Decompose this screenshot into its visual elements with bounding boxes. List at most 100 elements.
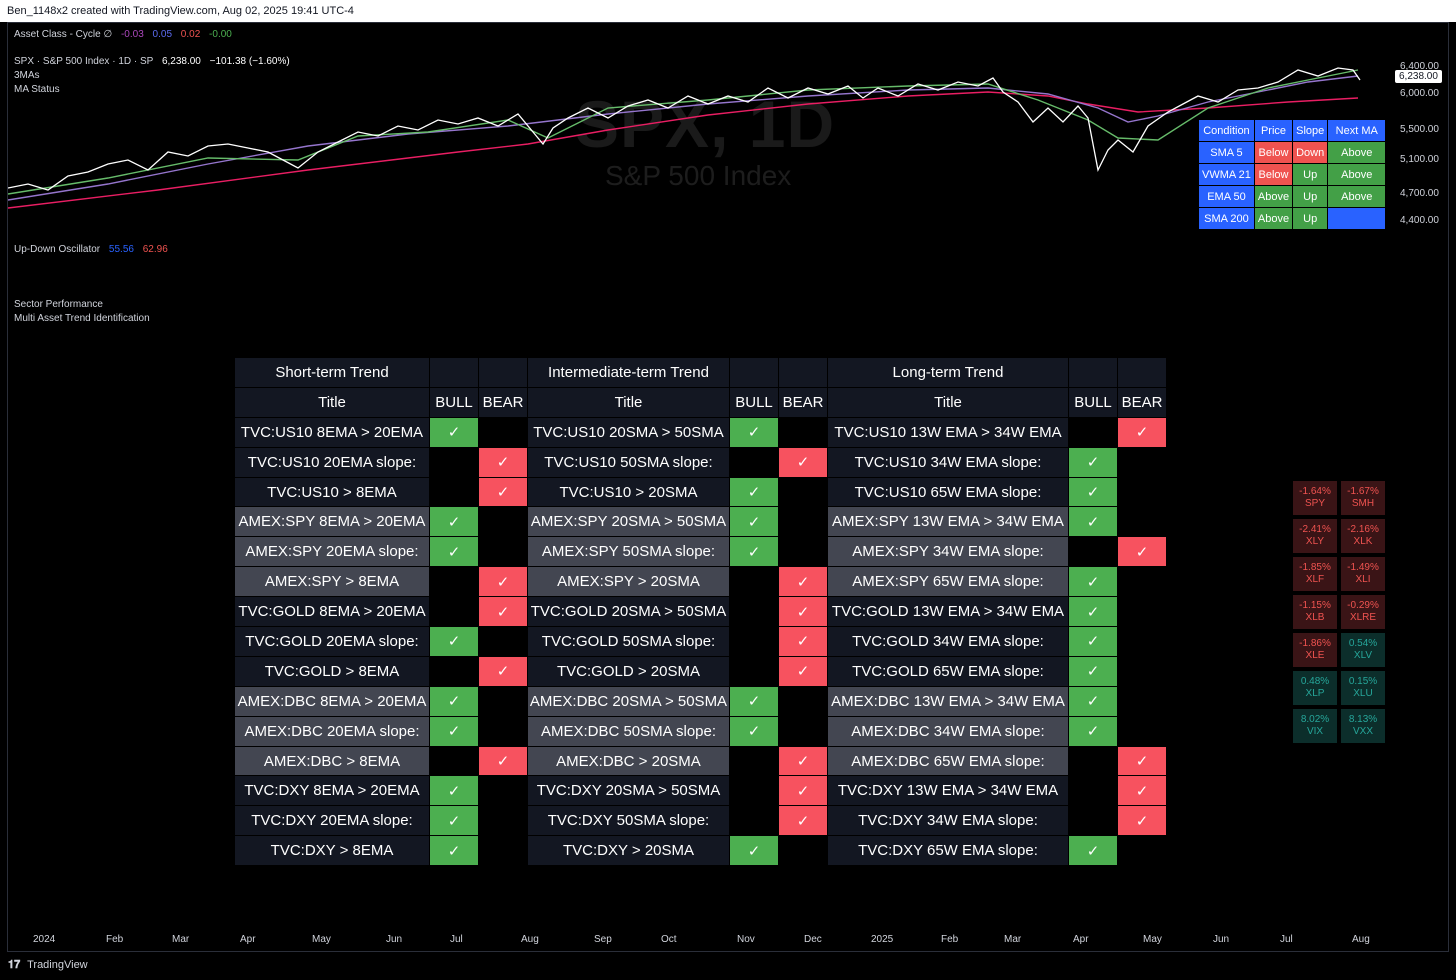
group-title-intermediate: Intermediate-term Trend <box>527 357 730 388</box>
trend-row: AMEX:SPY 20EMA slope: ✓ AMEX:SPY 50SMA slo… <box>234 536 1167 568</box>
trend-condition-title: AMEX:SPY 34W EMA slope: <box>827 536 1069 568</box>
tradingview-logo-icon: 𝟏𝟕 <box>8 959 21 971</box>
time-axis-label: Feb <box>941 934 959 945</box>
bull-check-cell: ✓ <box>729 416 779 448</box>
bear-check-cell <box>478 805 528 837</box>
time-axis-label: Aug <box>1352 934 1370 945</box>
asset-class-v4: -0.00 <box>209 29 232 40</box>
trend-row: AMEX:SPY > 8EMA ✓ AMEX:SPY > 20SMA ✓ AMEX:SP… <box>234 566 1167 598</box>
ma-row-name: VWMA 21 <box>1198 163 1255 186</box>
bear-check-cell <box>778 715 828 747</box>
trend-condition-title: AMEX:DBC 65W EMA slope: <box>827 745 1069 777</box>
trend-row: AMEX:SPY 8EMA > 20EMA ✓ AMEX:SPY 20SMA > 5… <box>234 506 1167 538</box>
price-chart[interactable] <box>8 60 1363 230</box>
trend-condition-title: AMEX:SPY 50SMA slope: <box>527 536 730 568</box>
trend-condition-title: AMEX:SPY > 8EMA <box>234 566 430 598</box>
bear-check-cell <box>478 715 528 747</box>
oscillator-legend[interactable]: Up-Down Oscillator 55.56 62.96 <box>14 244 168 255</box>
sector-symbol: XLF <box>1305 574 1325 585</box>
trend-condition-title: AMEX:DBC 13W EMA > 34W EMA <box>827 685 1069 717</box>
bear-check-cell <box>778 416 828 448</box>
bull-check-cell: ✓ <box>429 775 479 807</box>
trend-condition-title: TVC:GOLD > 8EMA <box>234 655 430 687</box>
bull-check-cell: ✓ <box>729 506 779 538</box>
bull-check-cell <box>729 655 779 687</box>
bull-check-cell: ✓ <box>429 536 479 568</box>
bull-check-cell <box>729 626 779 657</box>
trend-row: TVC:GOLD > 8EMA ✓ TVC:GOLD > 20SMA ✓ TVC:GOL… <box>234 655 1167 687</box>
chart-title-bar: Ben_1148x2 created with TradingView.com,… <box>0 0 1456 22</box>
sector-cell: 8.02% VIX <box>1292 708 1338 744</box>
ma-row-next: Above <box>1327 141 1387 164</box>
bull-check-cell: ✓ <box>1068 835 1118 867</box>
price-axis-label: 4,400.00 <box>1400 215 1439 226</box>
bear-check-cell <box>778 506 828 538</box>
bear-check-cell: ✓ <box>1117 416 1167 448</box>
bull-check-cell: ✓ <box>429 715 479 747</box>
sector-pct: -1.15% <box>1299 600 1331 611</box>
bull-check-cell <box>429 476 479 508</box>
asset-class-v3: 0.02 <box>180 29 201 40</box>
trend-condition-title: TVC:GOLD > 20SMA <box>527 655 730 687</box>
bear-check-cell <box>778 685 828 717</box>
bull-check-cell: ✓ <box>1068 566 1118 598</box>
trend-condition-title: AMEX:DBC > 8EMA <box>234 745 430 777</box>
time-axis-label: 2024 <box>33 934 56 945</box>
sector-pct: -1.85% <box>1299 562 1331 573</box>
spx-legend[interactable]: SPX · S&P 500 Index · 1D · SP 6,238.00 −… <box>14 56 290 67</box>
time-axis-label: Aug <box>521 934 539 945</box>
bull-check-cell: ✓ <box>1068 476 1118 508</box>
sector-symbol: VXX <box>1352 726 1373 737</box>
tradingview-footer[interactable]: 𝟏𝟕 TradingView <box>8 959 88 972</box>
trend-condition-title: TVC:DXY > 8EMA <box>234 835 430 867</box>
bull-check-cell: ✓ <box>1068 506 1118 538</box>
trend-row: TVC:DXY 20EMA slope: ✓ TVC:DXY 50SMA slope… <box>234 805 1167 837</box>
time-axis-label: Mar <box>1004 934 1022 945</box>
sector-symbol: SPY <box>1304 498 1325 509</box>
price-axis-label: 5,100.00 <box>1400 154 1439 165</box>
trend-condition-title: AMEX:DBC 34W EMA slope: <box>827 715 1069 747</box>
trend-condition-title: AMEX:SPY 65W EMA slope: <box>827 566 1069 598</box>
ma-status-legend[interactable]: MA Status <box>14 84 60 95</box>
bull-check-cell <box>729 596 779 628</box>
bear-check-cell: ✓ <box>478 596 528 628</box>
sector-cell: 0.15% XLU <box>1340 670 1386 706</box>
trend-row: TVC:GOLD 20EMA slope: ✓ TVC:GOLD 50SMA slo… <box>234 626 1167 657</box>
trend-row: TVC:GOLD 8EMA > 20EMA ✓ TVC:GOLD 20SMA > 5… <box>234 596 1167 628</box>
time-axis-label: Sep <box>594 934 612 945</box>
asset-class-legend[interactable]: Asset Class - Cycle ∅ -0.03 0.05 0.02 -0… <box>14 29 232 40</box>
sector-performance-legend[interactable]: Sector Performance <box>14 299 103 310</box>
trend-condition-title: TVC:GOLD 50SMA slope: <box>527 626 730 657</box>
bear-check-cell <box>1117 655 1167 687</box>
bear-check-cell: ✓ <box>1117 805 1167 837</box>
trend-condition-title: TVC:US10 8EMA > 20EMA <box>234 416 430 448</box>
group-spacer <box>778 357 828 388</box>
sector-cell: 8.13% VXX <box>1340 708 1386 744</box>
three-mas-legend[interactable]: 3MAs <box>14 70 40 81</box>
time-axis-label: Jun <box>386 934 403 945</box>
ema-50-line <box>8 69 1359 195</box>
col-title: Title <box>234 386 430 418</box>
current-price-tag: 6,238.00 <box>1395 70 1442 83</box>
trend-condition-title: TVC:DXY 50SMA slope: <box>527 805 730 837</box>
price-axis-label: 6,000.00 <box>1400 88 1439 99</box>
bear-check-cell: ✓ <box>778 775 828 807</box>
bear-check-cell <box>478 685 528 717</box>
name-watermark: S&P 500 Index <box>605 160 792 191</box>
bear-check-cell <box>1117 506 1167 538</box>
ma-row-slope: Up <box>1292 185 1329 208</box>
sector-pct: -1.64% <box>1299 486 1331 497</box>
bear-check-cell: ✓ <box>778 566 828 598</box>
sector-pct: -1.67% <box>1347 486 1379 497</box>
footer-brand: TradingView <box>27 959 88 971</box>
sector-cell: -1.64% SPY <box>1292 480 1338 516</box>
bear-check-cell: ✓ <box>478 476 528 508</box>
col-bear: BEAR <box>478 386 528 418</box>
spx-price: 6,238.00 <box>161 56 201 67</box>
bear-check-cell <box>1117 566 1167 598</box>
sector-cell: -0.29% XLRE <box>1340 594 1386 630</box>
bull-check-cell <box>729 446 779 478</box>
trend-condition-title: TVC:DXY > 20SMA <box>527 835 730 867</box>
multi-asset-legend[interactable]: Multi Asset Trend Identification <box>14 313 150 324</box>
bull-check-cell: ✓ <box>429 685 479 717</box>
